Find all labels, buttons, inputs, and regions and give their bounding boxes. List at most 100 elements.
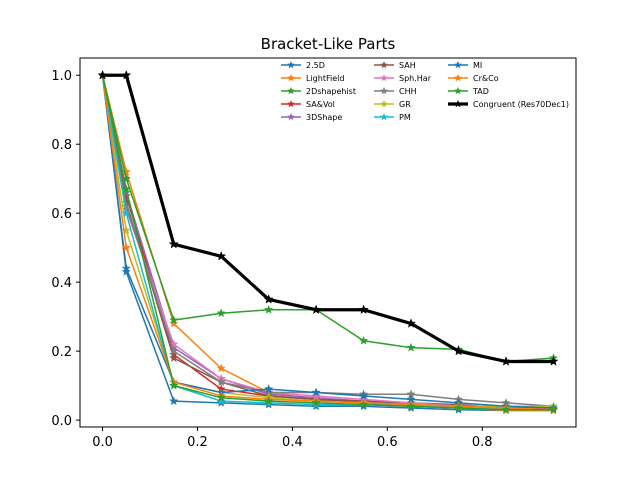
legend-entry: SA&Vol — [281, 99, 335, 109]
series-12 — [97, 70, 559, 414]
data-point — [216, 396, 226, 406]
data-point — [121, 266, 131, 276]
legend-entry: GR — [374, 99, 411, 109]
legend-marker — [380, 112, 388, 121]
data-point — [264, 304, 274, 314]
data-point — [216, 308, 226, 318]
data-point — [406, 342, 416, 352]
legend-marker — [380, 73, 388, 82]
data-point — [311, 304, 322, 315]
x-tick-label: 0.8 — [472, 435, 493, 450]
legend-label: MI — [473, 61, 482, 70]
y-tick-label: 0.0 — [51, 414, 72, 429]
legend-label: SAH — [399, 61, 416, 70]
data-point — [216, 377, 226, 387]
data-point — [169, 353, 179, 363]
data-point — [311, 387, 321, 397]
legend-marker — [454, 99, 462, 108]
x-tick-label: 0.2 — [187, 435, 208, 450]
data-point — [358, 335, 369, 345]
data-point — [548, 356, 559, 366]
axes: 0.0 0.2 0.4 0.6 0.8 0.0 0.2 0.4 0.6 0.8 1.0 — [51, 57, 577, 450]
y-tick-label: 1.0 — [51, 69, 72, 84]
legend-label: TAD — [472, 87, 489, 96]
data-point — [406, 401, 416, 411]
data-point — [501, 404, 511, 414]
data-point — [216, 392, 226, 402]
data-point — [168, 238, 179, 249]
y-tick-label: 0.2 — [51, 345, 72, 360]
data-point — [500, 356, 512, 366]
legend-label: GR — [399, 100, 411, 109]
legend-marker — [287, 73, 295, 82]
legend-marker — [454, 60, 462, 69]
data-point — [121, 69, 132, 80]
plot-lines — [97, 69, 559, 415]
data-point — [358, 304, 369, 315]
legend-label: Cr&Co — [473, 74, 499, 83]
data-point — [311, 397, 321, 407]
series-13 — [97, 69, 559, 366]
legend-marker — [380, 86, 388, 95]
legend-label: LightField — [306, 74, 344, 83]
legend-entry: Congruent (Res70Dec1) — [448, 99, 569, 109]
legend-entry: MI — [448, 60, 482, 70]
legend-entry: TAD — [448, 86, 489, 96]
legend-entry: SAH — [374, 60, 416, 70]
legend-label: 2Dshapehist — [306, 87, 356, 96]
data-point — [97, 69, 108, 80]
data-point — [358, 391, 369, 400]
y-tick-label: 0.6 — [51, 207, 72, 222]
data-point — [169, 396, 179, 406]
legend-marker — [287, 112, 295, 121]
plot-frame — [79, 57, 577, 428]
legend-marker — [454, 73, 462, 82]
legend-entry: PM — [374, 112, 411, 122]
x-tick-label: 0.6 — [377, 435, 398, 450]
legend-entry: 2Dshapehist — [281, 86, 356, 96]
legend-entry: Cr&Co — [448, 73, 499, 83]
data-point — [453, 403, 464, 413]
data-point — [121, 166, 131, 176]
data-point — [169, 380, 179, 390]
data-point — [264, 396, 274, 406]
data-point — [548, 404, 559, 414]
x-tick-label: 0.0 — [92, 435, 113, 450]
legend-label: 2.5D — [306, 61, 325, 70]
legend-label: CHH — [399, 87, 417, 96]
legend-marker — [454, 86, 462, 95]
data-point — [121, 242, 131, 252]
data-point — [216, 363, 226, 373]
chart-title: Bracket-Like Parts — [261, 35, 396, 53]
y-tick-label: 0.8 — [51, 138, 72, 153]
data-point — [121, 208, 131, 218]
y-tick-label: 0.4 — [51, 276, 72, 291]
x-tick-label: 0.4 — [282, 435, 303, 450]
legend-label: Sph.Har — [399, 74, 432, 83]
data-point — [169, 346, 179, 356]
data-point — [264, 384, 274, 394]
data-point — [406, 318, 417, 328]
data-point — [121, 263, 131, 273]
legend-entry: LightField — [281, 73, 344, 83]
legend-entry: Sph.Har — [374, 73, 432, 83]
data-point — [121, 184, 131, 194]
data-point — [263, 294, 274, 304]
data-point — [169, 315, 179, 325]
data-point — [121, 201, 131, 211]
data-point — [453, 345, 464, 356]
legend-marker — [287, 86, 295, 95]
data-point — [169, 318, 179, 328]
legend-entry: 2.5D — [281, 60, 325, 70]
data-point — [216, 250, 227, 261]
legend-marker — [287, 99, 295, 108]
legend-entry: CHH — [374, 86, 417, 96]
legend-entry: 3DShape — [281, 112, 342, 122]
legend-label: Congruent (Res70Dec1) — [473, 100, 569, 109]
legend-marker — [380, 60, 388, 69]
legend-label: SA&Vol — [306, 100, 335, 109]
legend-marker — [380, 99, 388, 108]
legend: 2.5D LightField 2Dshapehist SA&Vol 3DShape SA… — [281, 60, 569, 122]
legend-marker — [287, 60, 295, 69]
